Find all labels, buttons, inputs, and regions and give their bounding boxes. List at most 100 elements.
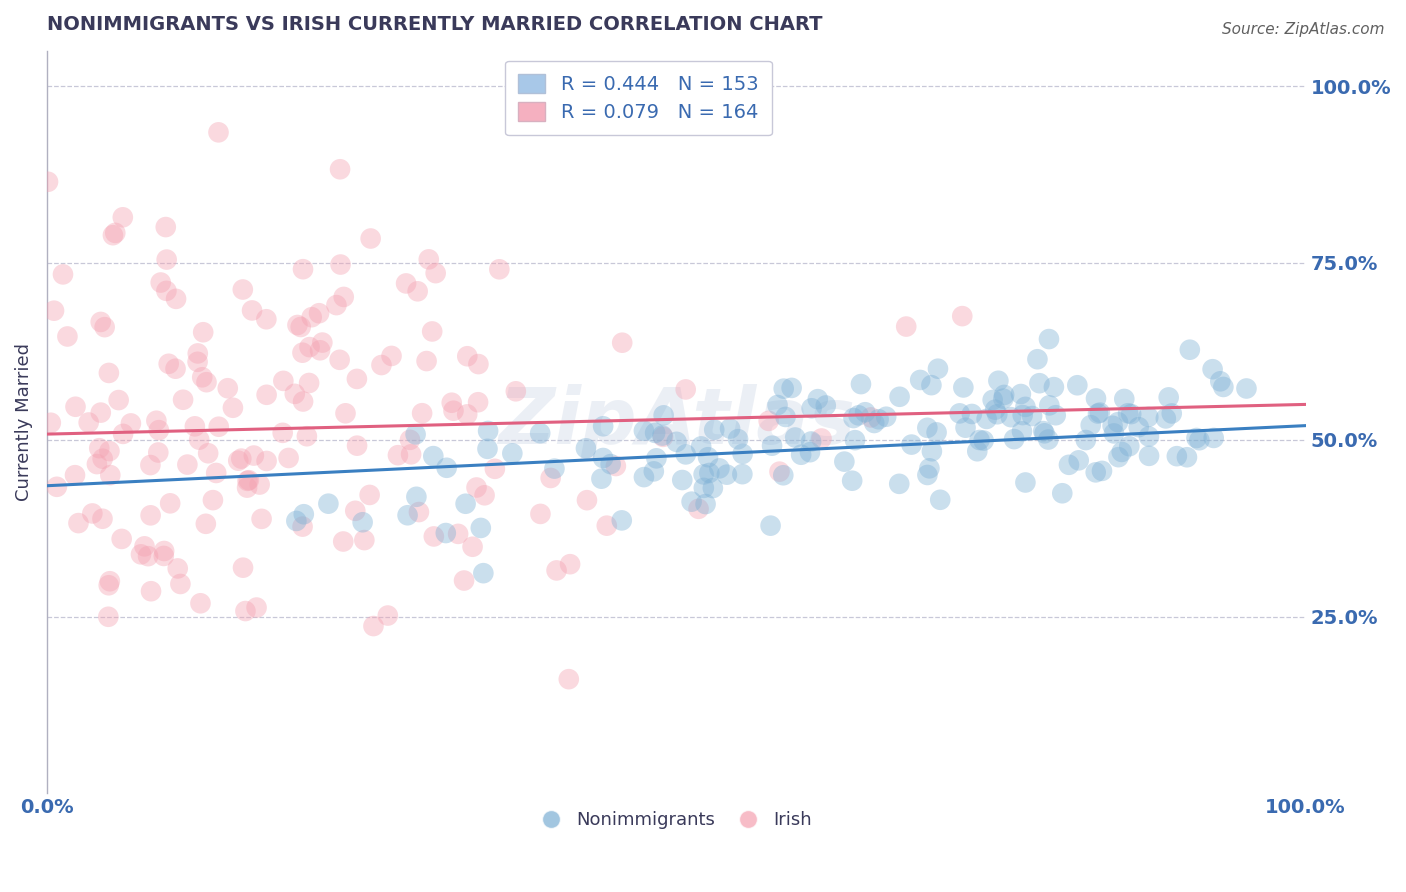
Point [875, 409, 897, 424]
Point [387, 448, 409, 462]
Legend: Nonimmigrants, Irish: Nonimmigrants, Irish [533, 804, 820, 837]
Point [405, 490, 427, 504]
Point [139, 584, 162, 599]
Point [332, 290, 354, 304]
Point [335, 406, 357, 420]
Point [1033, 426, 1056, 441]
Point [955, 420, 977, 434]
Point [699, 466, 721, 480]
Point [399, 433, 422, 447]
Point [1157, 390, 1180, 404]
Point [111, 211, 134, 225]
Point [1202, 431, 1225, 445]
Point [842, 411, 865, 425]
Point [529, 507, 551, 521]
Point [165, 361, 187, 376]
Point [484, 462, 506, 476]
Point [277, 450, 299, 465]
Point [1032, 424, 1054, 438]
Point [759, 518, 782, 533]
Point [456, 408, 478, 422]
Point [810, 432, 832, 446]
Point [960, 407, 983, 421]
Point [1085, 392, 1108, 406]
Point [45, 480, 67, 494]
Point [780, 381, 803, 395]
Point [52, 268, 75, 282]
Point [859, 410, 882, 425]
Point [1116, 406, 1139, 420]
Point [111, 532, 134, 546]
Point [976, 412, 998, 426]
Point [91, 512, 114, 526]
Point [207, 125, 229, 139]
Point [868, 412, 890, 426]
Point [292, 394, 315, 409]
Point [422, 449, 444, 463]
Point [453, 574, 475, 588]
Point [436, 460, 458, 475]
Point [529, 426, 551, 441]
Point [434, 526, 457, 541]
Point [768, 465, 790, 479]
Point [195, 375, 218, 389]
Point [139, 508, 162, 523]
Point [346, 372, 368, 386]
Point [1084, 466, 1107, 480]
Point [1137, 409, 1160, 424]
Point [136, 549, 159, 563]
Point [993, 388, 1015, 402]
Point [727, 432, 749, 446]
Point [461, 540, 484, 554]
Point [408, 505, 430, 519]
Point [950, 309, 973, 323]
Point [399, 447, 422, 461]
Point [1074, 433, 1097, 447]
Point [236, 481, 259, 495]
Point [298, 376, 321, 390]
Point [1038, 398, 1060, 412]
Point [156, 252, 179, 267]
Point [172, 392, 194, 407]
Point [633, 470, 655, 484]
Point [558, 557, 581, 571]
Point [285, 514, 308, 528]
Point [405, 427, 427, 442]
Point [145, 414, 167, 428]
Point [325, 298, 347, 312]
Point [1128, 420, 1150, 434]
Point [395, 277, 418, 291]
Point [418, 252, 440, 267]
Point [1011, 425, 1033, 439]
Point [191, 370, 214, 384]
Point [217, 381, 239, 395]
Point [271, 425, 294, 440]
Point [1102, 426, 1125, 441]
Point [112, 426, 135, 441]
Point [447, 527, 470, 541]
Point [772, 382, 794, 396]
Point [298, 340, 321, 354]
Point [596, 518, 619, 533]
Point [232, 283, 254, 297]
Point [332, 534, 354, 549]
Point [82, 507, 104, 521]
Point [344, 504, 367, 518]
Point [575, 442, 598, 456]
Point [702, 481, 724, 495]
Point [360, 231, 382, 245]
Point [42, 303, 65, 318]
Point [134, 540, 156, 554]
Point [986, 407, 1008, 421]
Point [695, 497, 717, 511]
Text: Source: ZipAtlas.com: Source: ZipAtlas.com [1222, 22, 1385, 37]
Point [467, 357, 489, 371]
Point [917, 421, 939, 435]
Point [807, 392, 830, 406]
Point [758, 414, 780, 428]
Point [1057, 458, 1080, 472]
Point [800, 401, 823, 416]
Point [501, 446, 523, 460]
Point [155, 284, 177, 298]
Point [456, 349, 478, 363]
